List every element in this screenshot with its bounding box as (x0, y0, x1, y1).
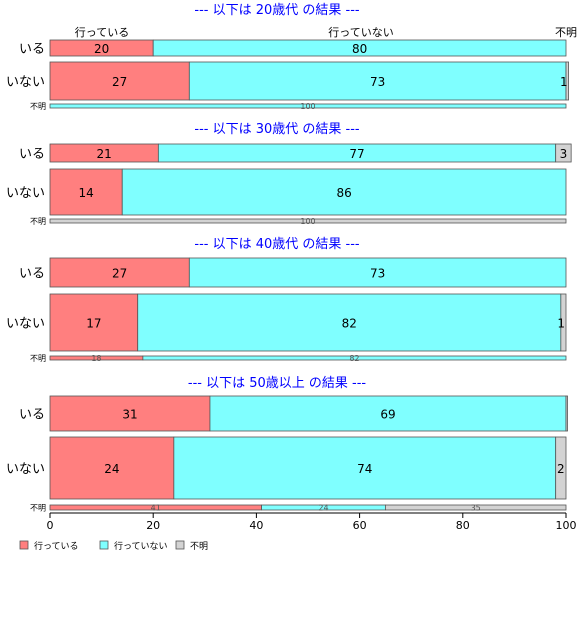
column-header-2: 行っていない (328, 26, 393, 39)
data-label-3-3-1: 18 (91, 354, 101, 363)
legend-label-2: 行っていない (114, 540, 168, 552)
data-label-2-2-1: 14 (78, 186, 93, 200)
data-label-2-1-1: 21 (97, 147, 112, 161)
bar-segment-2-1-3 (555, 143, 572, 163)
data-label-3-3-2: 82 (349, 354, 359, 363)
bar-segment-2-2-2 (121, 168, 567, 216)
category-label-3-3: 不明 (30, 354, 46, 363)
data-label-4-1-2: 69 (380, 408, 395, 422)
column-header-3: 不明 (555, 26, 577, 39)
x-tick-label-3: 40 (249, 519, 263, 532)
category-label-3-1: いる (19, 267, 45, 282)
category-label-4-3: 不明 (30, 504, 46, 513)
panel-title-1: --- 以下は 20歳代 の結果 --- (194, 3, 360, 18)
bar-segment-4-2-3 (555, 436, 567, 500)
x-tick-label-4: 60 (353, 519, 367, 532)
data-label-2-1-3: 3 (560, 147, 568, 161)
data-label-4-2-3: 2 (557, 462, 565, 476)
bar-segment-1-1-2 (152, 39, 567, 57)
data-label-1-1-1: 20 (94, 42, 109, 56)
x-tick-label-2: 20 (146, 519, 160, 532)
category-label-2-1: いる (19, 147, 45, 162)
data-label-3-2-2: 82 (342, 317, 357, 331)
category-label-4-1: いる (19, 408, 45, 423)
bar-segment-4-2-1 (49, 436, 175, 500)
data-label-1-2-2: 73 (370, 75, 385, 89)
legend-label-1: 行っている (34, 540, 79, 552)
bar-segment-4-3-3 (384, 504, 567, 511)
data-label-1-2-3: 1 (560, 75, 568, 89)
bar-segment-4-1-2 (209, 395, 567, 432)
legend-swatch-1 (19, 540, 29, 550)
data-label-1-1-2: 80 (352, 42, 367, 56)
bar-segment-3-2-2 (137, 293, 562, 352)
data-label-1-2-1: 27 (112, 75, 127, 89)
legend-swatch-3 (175, 540, 185, 550)
data-label-4-2-1: 24 (104, 462, 119, 476)
data-label-2-1-2: 77 (349, 147, 364, 161)
x-tick-label-1: 0 (47, 519, 54, 532)
data-label-2-2-2: 86 (336, 186, 351, 200)
bar-segment-4-1-3 (565, 395, 568, 432)
panel-title-4: --- 以下は 50歳以上 の結果 --- (188, 376, 367, 391)
panel-title-2: --- 以下は 30歳代 の結果 --- (194, 122, 360, 137)
bar-segment-3-2-3 (560, 293, 567, 352)
column-header-1: 行っている (75, 26, 129, 39)
category-label-1-3: 不明 (30, 102, 46, 111)
data-label-1-3-2: 100 (300, 102, 315, 111)
category-label-2-3: 不明 (30, 217, 46, 226)
data-label-3-1-1: 27 (112, 267, 127, 281)
bar-segment-1-3-2 (49, 103, 567, 109)
data-label-4-3-2: 24 (318, 504, 328, 513)
category-label-4-2: いない (6, 462, 45, 477)
category-label-3-2: いない (6, 317, 45, 332)
bar-segment-2-3-3 (49, 218, 567, 224)
legend-label-3: 不明 (190, 541, 208, 552)
data-label-3-2-3: 1 (557, 317, 565, 331)
bar-segment-3-3-2 (142, 355, 567, 361)
data-label-4-1-1: 31 (122, 408, 137, 422)
bar-segment-4-2-2 (173, 436, 557, 500)
legend-swatch-2 (99, 540, 109, 550)
data-label-3-2-1: 17 (86, 317, 101, 331)
bar-segment-3-1-2 (188, 257, 567, 288)
bar-segment-1-2-1 (49, 61, 190, 101)
category-label-1-1: いる (19, 42, 45, 57)
category-label-2-2: いない (6, 186, 45, 201)
category-label-1-2: いない (6, 75, 45, 90)
data-label-3-1-2: 73 (370, 267, 385, 281)
x-tick-label-5: 80 (456, 519, 470, 532)
data-label-4-2-2: 74 (357, 462, 372, 476)
panel-title-3: --- 以下は 40歳代 の結果 --- (194, 237, 360, 252)
data-label-4-3-1: 41 (151, 504, 161, 513)
data-label-4-3-3: 35 (471, 504, 481, 513)
bar-segment-1-2-3 (565, 61, 569, 101)
x-tick-label-6: 100 (556, 519, 577, 532)
data-label-2-3-3: 100 (300, 217, 315, 226)
bar-segment-4-1-1 (49, 395, 211, 432)
